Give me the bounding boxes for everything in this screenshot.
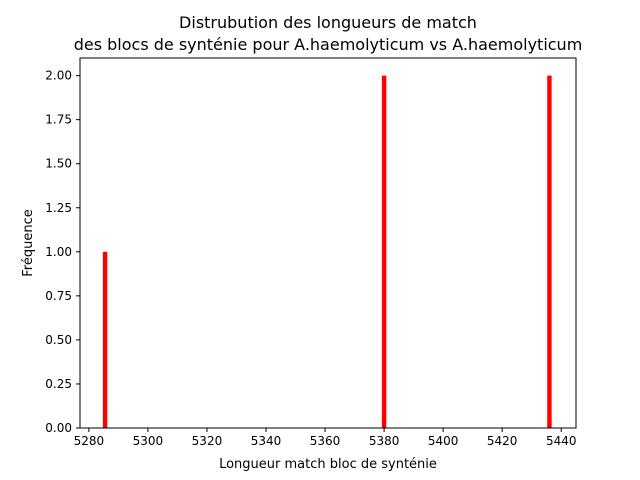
y-axis-label: Fréquence xyxy=(21,209,36,276)
x-tick-label: 5280 xyxy=(74,434,105,448)
chart-title-line-2: des blocs de synténie pour A.haemolyticu… xyxy=(74,35,583,54)
x-tick-label: 5380 xyxy=(369,434,400,448)
plot-area-frame xyxy=(79,57,577,429)
x-tick-label: 5400 xyxy=(428,434,459,448)
x-axis-label: Longueur match bloc de synténie xyxy=(219,457,437,472)
x-axis-ticks: 5280 5300 5320 5340 5360 5380 5400 5420 5440 xyxy=(74,428,577,448)
y-tick-label: 0.00 xyxy=(45,421,72,435)
x-tick-label: 5320 xyxy=(192,434,223,448)
histogram-bar xyxy=(102,251,108,428)
y-axis-ticks: 0.00 0.25 0.50 0.75 1.00 1.25 1.50 1.75 2.00 xyxy=(45,69,80,435)
y-tick-label: 2.00 xyxy=(45,69,72,83)
histogram-bar xyxy=(381,75,387,428)
y-tick-label: 1.75 xyxy=(45,113,72,127)
y-tick-label: 0.50 xyxy=(45,333,72,347)
x-tick-label: 5440 xyxy=(546,434,577,448)
y-tick-label: 1.50 xyxy=(45,157,72,171)
x-tick-label: 5300 xyxy=(133,434,164,448)
bars-layer xyxy=(102,75,552,428)
chart-title-line-1: Distrubution des longueurs de match xyxy=(179,13,477,32)
y-tick-label: 0.75 xyxy=(45,289,72,303)
y-tick-label: 0.25 xyxy=(45,377,72,391)
x-tick-label: 5340 xyxy=(251,434,282,448)
histogram-bar xyxy=(547,75,552,428)
y-tick-label: 1.00 xyxy=(45,245,72,259)
y-tick-label: 1.25 xyxy=(45,201,72,215)
x-tick-label: 5360 xyxy=(310,434,341,448)
x-tick-label: 5420 xyxy=(487,434,518,448)
